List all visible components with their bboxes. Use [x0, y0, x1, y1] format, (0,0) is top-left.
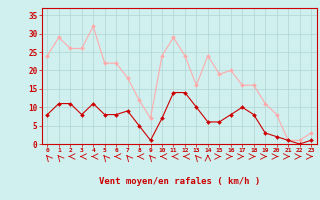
Text: Vent moyen/en rafales ( km/h ): Vent moyen/en rafales ( km/h ): [99, 178, 260, 186]
